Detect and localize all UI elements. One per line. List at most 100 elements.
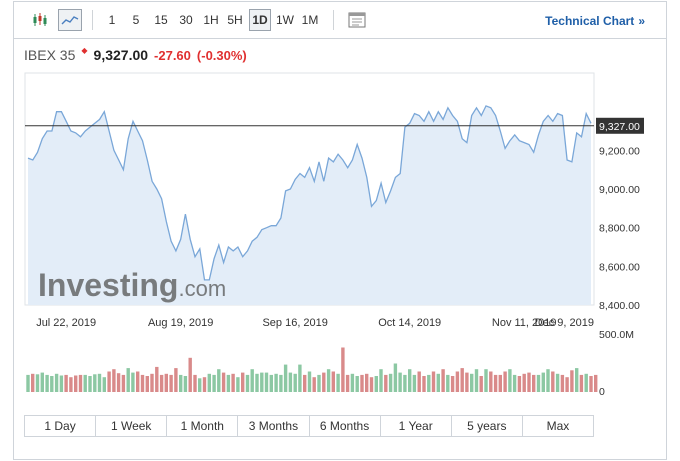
interval-1d[interactable]: 1D xyxy=(249,9,271,31)
volume-bar xyxy=(188,357,192,392)
volume-bar xyxy=(355,376,359,392)
volume-bar xyxy=(532,374,536,392)
volume-bar xyxy=(594,374,598,392)
volume-bar xyxy=(326,369,331,392)
interval-1m[interactable]: 1M xyxy=(301,13,319,27)
range-max[interactable]: Max xyxy=(546,419,570,433)
volume-bar xyxy=(202,377,207,392)
volume-bar xyxy=(269,374,273,392)
volume-bar xyxy=(489,371,493,392)
range-6-months[interactable]: 6 Months xyxy=(310,416,381,436)
volume-bar xyxy=(140,374,145,392)
volume-bar xyxy=(350,373,355,392)
volume-bar xyxy=(155,366,159,392)
volume-bar xyxy=(393,363,398,392)
volume-bar xyxy=(417,371,421,392)
volume-bar xyxy=(455,371,460,392)
volume-bar xyxy=(264,372,269,392)
y-tick-label: 8,800.00 xyxy=(599,223,640,235)
volume-bar xyxy=(384,374,388,392)
volume-bar xyxy=(97,373,102,392)
volume-bar xyxy=(31,373,35,392)
volume-bar xyxy=(126,368,130,392)
volume-bar xyxy=(374,376,378,392)
price-change: -27.60 xyxy=(154,48,191,63)
volume-bar xyxy=(226,374,231,392)
interval-5h[interactable]: 5H xyxy=(227,13,243,27)
interval-15[interactable]: 15 xyxy=(154,13,168,27)
volume-bar xyxy=(365,373,369,392)
y-tick-label: 9,200.00 xyxy=(599,145,640,157)
volume-bar xyxy=(403,374,407,392)
volume-bar xyxy=(412,374,417,392)
volume-bar xyxy=(183,376,188,392)
volume-bar xyxy=(422,376,426,392)
volume-bar xyxy=(78,374,83,392)
range-1-year[interactable]: 1 Year xyxy=(381,416,452,436)
volume-bar xyxy=(150,373,154,392)
volume-bar xyxy=(565,377,569,392)
volume-bar xyxy=(40,372,44,392)
volume-bar xyxy=(74,375,78,392)
last-price: 9,327.00 xyxy=(93,47,149,63)
volume-bar xyxy=(279,374,283,392)
price-change-percent: (-0.30%) xyxy=(196,48,247,63)
volume-bar xyxy=(551,371,555,392)
volume-bar xyxy=(293,373,297,392)
candlestick-icon[interactable] xyxy=(32,9,48,31)
interval-1[interactable]: 1 xyxy=(108,13,116,27)
current-price-tag xyxy=(596,117,644,134)
volume-bar xyxy=(498,374,502,392)
range-5-years[interactable]: 5 years xyxy=(452,416,523,436)
technical-chart-link[interactable]: Technical Chart» xyxy=(545,14,645,28)
price-line xyxy=(27,105,592,281)
volume-bar xyxy=(307,371,312,392)
volume-bar xyxy=(250,369,254,392)
interval-5[interactable]: 5 xyxy=(132,13,140,27)
volume-bar xyxy=(570,370,574,392)
x-tick-label: Dec 9, 2019 xyxy=(535,317,594,329)
quote-header: IBEX 35 ◆ 9,327.00 -27.60 (-0.30%) xyxy=(24,46,247,63)
technical-chart-label: Technical Chart xyxy=(545,14,635,28)
volume-bar xyxy=(341,347,345,392)
y-tick-label: 8,400.00 xyxy=(599,300,640,312)
range-3-months[interactable]: 3 Months xyxy=(238,416,310,436)
interval-1h[interactable]: 1H xyxy=(203,13,219,27)
y-tick-label: 9,000.00 xyxy=(599,184,640,196)
volume-bar xyxy=(121,374,126,392)
volume-bar xyxy=(107,371,111,392)
range-1-week[interactable]: 1 Week xyxy=(96,416,168,436)
volume-bar xyxy=(527,372,531,392)
range-selector: 1 Day 1 Week 1 Month 3 Months 6 Months 1… xyxy=(24,415,594,437)
range-1-day[interactable]: 1 Day xyxy=(25,416,97,436)
volume-bar xyxy=(145,376,149,392)
interval-30[interactable]: 30 xyxy=(179,13,193,27)
volume-bar xyxy=(179,374,183,392)
volume-bar xyxy=(207,373,211,392)
volume-bar xyxy=(546,369,550,392)
volume-bar xyxy=(470,373,474,392)
volume-bar xyxy=(102,377,106,392)
volume-bar xyxy=(35,374,40,392)
volume-bar xyxy=(379,369,383,392)
volume-bar xyxy=(484,369,488,392)
volume-bar xyxy=(517,376,522,392)
x-tick-label: Oct 14, 2019 xyxy=(378,317,441,329)
interval-1w[interactable]: 1W xyxy=(276,13,294,27)
volume-bar xyxy=(241,372,245,392)
range-1-month[interactable]: 1 Month xyxy=(167,416,239,436)
instrument-name: IBEX 35 xyxy=(24,47,76,63)
investing-watermark: Investing.com xyxy=(38,267,226,303)
volume-bar xyxy=(503,371,507,392)
volume-bar xyxy=(298,364,302,392)
volume-bar xyxy=(369,377,374,392)
chart-settings-icon[interactable] xyxy=(347,9,367,31)
volume-bar xyxy=(465,372,469,392)
volume-bar xyxy=(512,374,517,392)
volume-bar xyxy=(116,373,121,392)
volume-bar xyxy=(317,374,321,392)
area-chart-icon[interactable] xyxy=(58,9,82,31)
x-tick-label: Jul 22, 2019 xyxy=(36,317,96,329)
volume-bar xyxy=(221,372,226,392)
